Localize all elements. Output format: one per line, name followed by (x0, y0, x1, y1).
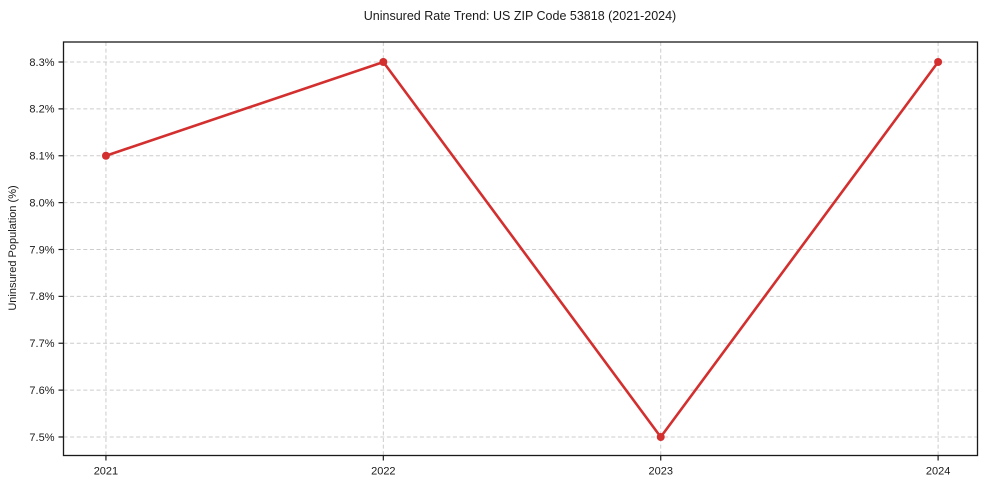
data-point-marker (656, 432, 665, 441)
x-tick-label: 2021 (94, 466, 118, 478)
y-tick-label: 8.0% (29, 197, 54, 209)
data-point-marker (379, 58, 388, 67)
x-tick-label: 2022 (371, 466, 395, 478)
plot-border (62, 41, 979, 457)
y-tick-label: 7.7% (29, 338, 54, 350)
x-tick-label: 2024 (926, 466, 950, 478)
y-tick-label: 8.2% (29, 104, 54, 116)
series-line (104, 60, 940, 439)
y-tick-label: 8.3% (29, 57, 54, 69)
y-tick-label: 7.8% (29, 291, 54, 303)
y-tick-label: 7.9% (29, 244, 54, 256)
y-tick-label: 7.5% (29, 432, 54, 444)
y-tick-label: 8.1% (29, 151, 54, 163)
data-point-marker (934, 58, 943, 67)
x-tick-label: 2023 (648, 466, 672, 478)
y-tick-label: 7.6% (29, 385, 54, 397)
chart-title: Uninsured Rate Trend: US ZIP Code 53818 … (363, 9, 677, 23)
y-axis-label: Uninsured Population (%) (7, 185, 19, 311)
data-point-marker (101, 151, 110, 160)
